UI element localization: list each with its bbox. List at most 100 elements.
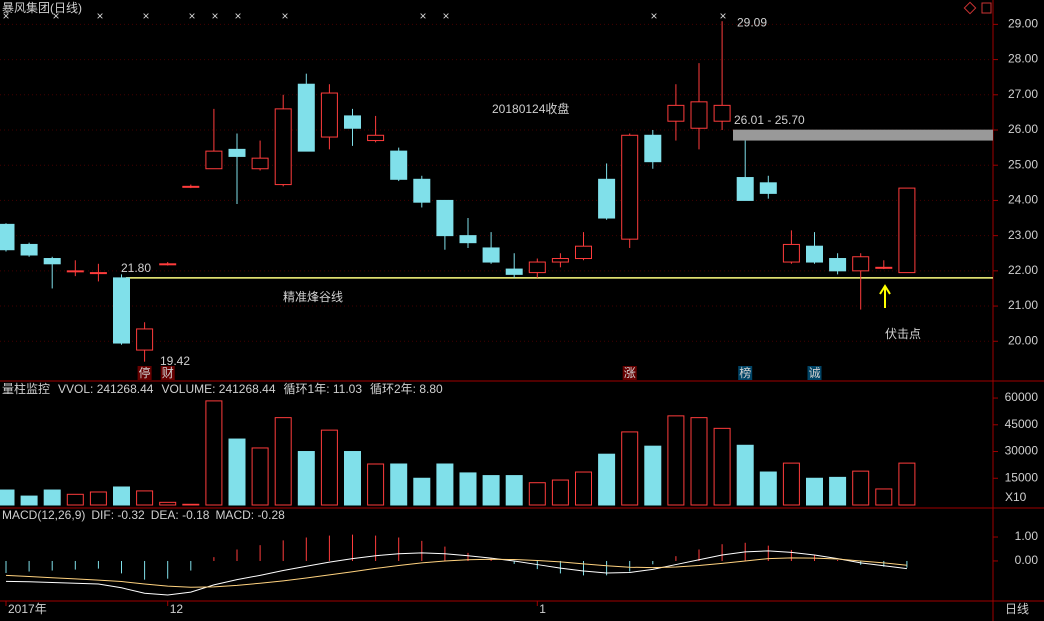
marker: × bbox=[650, 9, 657, 23]
y-tick-label: 21.00 bbox=[1008, 298, 1038, 312]
candle-body bbox=[898, 187, 916, 274]
volume-bar bbox=[575, 471, 592, 506]
candle-body bbox=[182, 185, 200, 188]
resistance-band bbox=[733, 129, 993, 141]
candle-body bbox=[459, 235, 477, 244]
volume-bar bbox=[782, 462, 800, 506]
volume-bar bbox=[0, 489, 15, 506]
volume-bar bbox=[390, 463, 408, 506]
tag: 财 bbox=[162, 366, 174, 380]
candle-body bbox=[251, 157, 269, 170]
y-tick-label: 60000 bbox=[1005, 390, 1039, 404]
marker: × bbox=[419, 9, 426, 23]
y-tick-label: 15000 bbox=[1005, 470, 1039, 484]
volume-bar bbox=[875, 488, 893, 506]
y-tick-label: 24.00 bbox=[1008, 193, 1038, 207]
candle-body bbox=[136, 328, 154, 351]
candle-body bbox=[667, 104, 685, 122]
panel-header: DEA: -0.18 bbox=[151, 508, 210, 522]
marker: × bbox=[442, 9, 449, 23]
panel-header: MACD(12,26,9) bbox=[2, 508, 85, 522]
candle-body bbox=[759, 182, 777, 194]
tag-bg bbox=[807, 366, 822, 380]
panel-header: DIF: -0.32 bbox=[91, 508, 145, 522]
volume-bar bbox=[551, 479, 569, 506]
candle-body bbox=[528, 261, 546, 274]
candle-body bbox=[228, 148, 246, 157]
candle-body bbox=[782, 243, 800, 263]
marker: × bbox=[211, 9, 218, 23]
panel-header: 循环2年: 8.80 bbox=[370, 382, 443, 396]
support-label: 21.80 bbox=[121, 261, 151, 275]
chart-title: 暴风集团(日线) bbox=[2, 0, 82, 15]
volume-bar bbox=[829, 476, 847, 506]
annotation: 20180124收盘 bbox=[492, 101, 569, 116]
candle-body bbox=[43, 258, 61, 265]
volume-bar bbox=[20, 495, 38, 506]
marker: × bbox=[96, 9, 103, 23]
macd-line bbox=[5, 557, 907, 588]
candle-body bbox=[621, 134, 639, 240]
volume-bar bbox=[136, 490, 154, 506]
volume-bar bbox=[852, 470, 870, 506]
arrow bbox=[879, 284, 891, 308]
tag: 榜 bbox=[739, 365, 751, 380]
candle-body bbox=[644, 134, 662, 163]
candle-body bbox=[89, 272, 107, 275]
y-tick-label: 45000 bbox=[1005, 417, 1039, 431]
volume-bar bbox=[759, 471, 777, 506]
tag-bg bbox=[160, 366, 175, 380]
volume-bar bbox=[621, 431, 639, 506]
volume-bar bbox=[320, 429, 338, 506]
candle-body bbox=[806, 245, 823, 263]
support-name: 精准烽谷线 bbox=[283, 290, 343, 304]
volume-bar bbox=[159, 501, 177, 506]
marker: × bbox=[52, 9, 59, 23]
volume-bar bbox=[898, 462, 916, 506]
panel-header: VOLUME: 241268.44 bbox=[161, 382, 275, 396]
volume-bar bbox=[297, 451, 315, 506]
x-tick-label: 2017年 bbox=[8, 602, 47, 616]
y-tick-label: 27.00 bbox=[1008, 87, 1038, 101]
y-tick-label: 0.00 bbox=[1015, 553, 1039, 567]
y-tick-label: 22.00 bbox=[1008, 263, 1038, 277]
volume-bar bbox=[505, 475, 523, 506]
marker: × bbox=[142, 9, 149, 23]
tag: 诚 bbox=[808, 366, 820, 380]
volume-bar bbox=[667, 415, 685, 506]
volume-bar bbox=[113, 486, 130, 506]
volume-bar bbox=[367, 463, 385, 506]
marker: × bbox=[188, 9, 195, 23]
volume-bar bbox=[89, 491, 107, 506]
icon[interactable] bbox=[963, 1, 977, 15]
candle-body bbox=[320, 92, 338, 138]
low-label: 19.42 bbox=[160, 354, 190, 368]
icon[interactable] bbox=[981, 2, 992, 14]
candle-body bbox=[829, 258, 847, 272]
volume-bar bbox=[66, 493, 84, 506]
x-tick-label: 1 bbox=[539, 602, 546, 616]
candle-body bbox=[390, 150, 408, 180]
volume-bar bbox=[736, 444, 754, 506]
candle-body bbox=[713, 104, 731, 122]
period-label: 日线 bbox=[1005, 602, 1029, 616]
panel-header: 循环1年: 11.03 bbox=[284, 382, 363, 396]
volume-bar bbox=[482, 475, 500, 506]
y-tick-label: 26.00 bbox=[1008, 122, 1038, 136]
candle-body bbox=[575, 245, 592, 260]
candle-body bbox=[413, 178, 431, 203]
candle-body bbox=[852, 256, 870, 272]
candle-body bbox=[113, 277, 130, 344]
panel-header: MACD: -0.28 bbox=[215, 508, 285, 522]
volume-bar bbox=[344, 451, 361, 506]
y-tick-label: 20.00 bbox=[1008, 333, 1038, 347]
volume-bar bbox=[228, 438, 246, 506]
candle-body bbox=[551, 258, 569, 263]
volume-bar bbox=[690, 417, 708, 506]
candle-body bbox=[367, 134, 385, 142]
candle-body bbox=[690, 101, 708, 129]
candle-body bbox=[482, 247, 500, 263]
candle-body bbox=[159, 263, 177, 266]
